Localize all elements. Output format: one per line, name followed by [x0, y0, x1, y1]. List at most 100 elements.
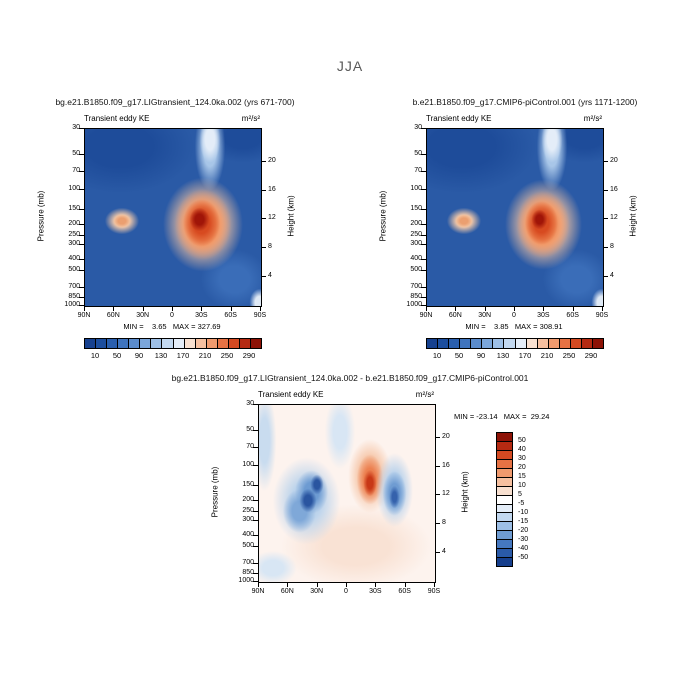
colorbar-label: 15: [518, 473, 526, 480]
height-tick-label: 20: [268, 156, 276, 164]
plot-area: [426, 128, 604, 307]
pressure-tick-label: 150: [242, 481, 254, 489]
height-tick-label: 12: [442, 490, 450, 498]
latitude-tick: [84, 306, 85, 311]
colorbar: [496, 432, 513, 567]
latitude-tick-label: 90S: [253, 312, 267, 319]
pressure-tick: [79, 223, 84, 225]
colorbar-segment: [172, 339, 184, 348]
colorbar-segment: [492, 339, 504, 348]
colorbar-segment: [497, 449, 512, 459]
colorbar-segment: [580, 339, 592, 348]
colorbar-segment: [497, 548, 512, 558]
plot-area: [258, 404, 436, 583]
latitude-tick: [543, 306, 545, 311]
latitude-tick: [113, 306, 115, 311]
pressure-tick-label: 250: [410, 231, 422, 239]
colorbar-segment: [536, 339, 548, 348]
colorbar-label: -5: [518, 500, 525, 507]
pressure-tick: [253, 520, 258, 522]
pressure-tick-label: 500: [68, 266, 80, 273]
colorbar-segment: [503, 339, 515, 348]
pressure-tick: [421, 305, 426, 306]
latitude-tick: [258, 582, 259, 587]
pressure-tick: [421, 270, 426, 271]
latitude-tick: [484, 306, 486, 311]
latitude-tick-label: 90N: [419, 312, 433, 319]
pressure-tick-label: 70: [246, 442, 254, 450]
colorbar-label: -30: [518, 536, 529, 543]
pressure-tick-label: 50: [72, 149, 80, 157]
latitude-tick-label: 0: [344, 588, 348, 595]
pressure-tick: [79, 128, 84, 129]
height-tick: [435, 494, 440, 496]
pressure-tick: [253, 562, 258, 564]
pressure-axis-title: Pressure (mb): [210, 466, 220, 518]
pressure-tick-label: 850: [68, 292, 80, 300]
plot-area: [84, 128, 262, 307]
pressure-tick: [253, 546, 258, 547]
pressure-tick-label: 700: [68, 282, 80, 290]
colorbar-label: 90: [476, 351, 486, 360]
latitude-tick-label: 30N: [478, 312, 492, 319]
height-tick: [261, 276, 266, 278]
colorbar-label: -40: [518, 545, 529, 552]
plot-subtitle: Transient eddy KE: [84, 114, 150, 123]
height-tick-label: 16: [610, 185, 618, 193]
colorbar-label: 40: [518, 446, 526, 453]
min-max-label: MIN = -23.14 MAX = 29.24: [454, 412, 550, 421]
pressure-tick: [253, 534, 258, 536]
contour-panel-lig: Transient eddy KE m²/s² 30 50 70 100 150 200 250…: [28, 112, 348, 372]
colorbar-label: -20: [518, 527, 529, 534]
contour-feature: [188, 206, 210, 232]
contour-feature: [248, 288, 261, 306]
colorbar: [84, 338, 262, 349]
latitude-tick-label: 30S: [195, 312, 208, 319]
pressure-tick: [79, 305, 84, 306]
pressure-tick-label: 30: [414, 124, 422, 131]
pressure-tick-label: 300: [68, 240, 80, 248]
height-tick-label: 8: [268, 243, 272, 251]
colorbar-segment: [85, 339, 96, 348]
pressure-tick: [421, 128, 426, 129]
latitude-tick-label: 60S: [398, 588, 411, 595]
latitude-tick: [287, 582, 289, 587]
right-panel-header: b.e21.B1850.f09_g17.CMIP6-piControl.001 …: [412, 97, 638, 107]
pressure-tick-label: 300: [410, 240, 422, 248]
colorbar-segment: [470, 339, 482, 348]
colorbar-label: 170: [176, 351, 190, 360]
latitude-tick-label: 30N: [310, 588, 324, 595]
pressure-tick: [79, 270, 84, 271]
colorbar-segment: [106, 339, 118, 348]
colorbar-label: 30: [518, 455, 526, 462]
colorbar-segment: [437, 339, 449, 348]
colorbar-label: 130: [154, 351, 168, 360]
pressure-tick-label: 50: [414, 149, 422, 157]
pressure-tick: [253, 511, 258, 513]
colorbar-label: 290: [242, 351, 256, 360]
pressure-tick-label: 250: [242, 507, 254, 515]
colorbar-segment: [497, 440, 512, 450]
pressure-tick: [79, 188, 84, 190]
contour-feature: [590, 288, 603, 306]
pressure-tick: [79, 170, 84, 172]
colorbar-segment: [547, 339, 559, 348]
colorbar-label: 50: [112, 351, 122, 360]
diff-panel-header: bg.e21.B1850.f09_g17.LIGtransient_124.0k…: [171, 373, 529, 383]
latitude-tick: [346, 582, 347, 587]
pressure-tick-label: 30: [72, 124, 80, 131]
pressure-tick-label: 500: [410, 266, 422, 273]
height-tick-label: 20: [610, 156, 618, 164]
pressure-tick: [253, 446, 258, 448]
pressure-tick: [253, 581, 258, 582]
colorbar-segment: [497, 494, 512, 504]
latitude-tick: [230, 306, 232, 311]
latitude-tick: [572, 306, 574, 311]
contour-feature: [259, 550, 298, 582]
height-tick: [603, 189, 608, 191]
colorbar-label: -15: [518, 518, 529, 525]
colorbar-segment: [216, 339, 228, 348]
height-tick-label: 16: [442, 461, 450, 469]
colorbar-segment: [481, 339, 493, 348]
pressure-tick: [421, 235, 426, 237]
